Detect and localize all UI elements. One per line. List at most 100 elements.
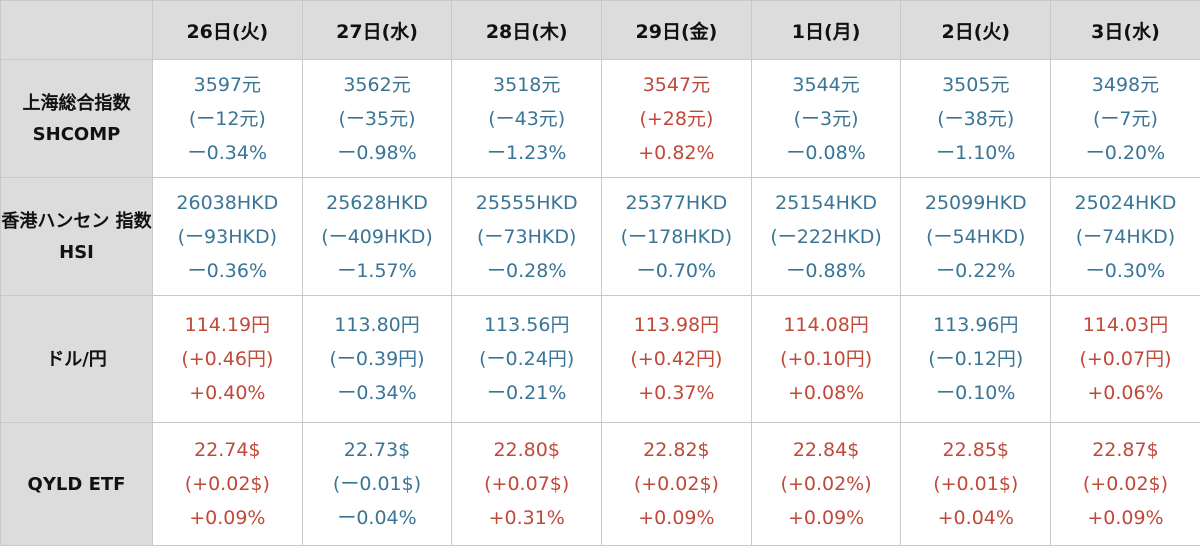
price-value: 22.84$ [752,433,901,467]
change-percent: +0.06% [1051,376,1200,410]
change-percent: ー0.36% [153,254,302,288]
value-cell: 26038HKD(ー93HKD)ー0.36% [153,178,303,296]
price-value: 3518元 [452,68,601,102]
change-percent: ー1.23% [452,136,601,170]
change-percent: +0.40% [153,376,302,410]
value-cell: 114.03円(+0.07円)+0.06% [1051,296,1200,423]
change-amount: (+0.02$) [602,467,751,501]
change-amount: (ー43元) [452,102,601,136]
change-amount: (+0.07円) [1051,342,1200,376]
price-value: 22.74$ [153,433,302,467]
change-amount: (ー38元) [901,102,1050,136]
table-row: QYLD ETF 22.74$(+0.02$)+0.09% 22.73$(ー0.… [1,423,1200,546]
change-amount: (ー93HKD) [153,220,302,254]
change-amount: (ー12元) [153,102,302,136]
price-value: 25555HKD [452,186,601,220]
price-value: 114.19円 [153,308,302,342]
change-percent: ー0.30% [1051,254,1200,288]
change-amount: (+0.02%) [752,467,901,501]
price-value: 3562元 [303,68,452,102]
change-percent: ー0.08% [752,136,901,170]
row-label: 香港ハンセン 指数 HSI [1,178,153,296]
change-percent: ー0.22% [901,254,1050,288]
price-value: 3498元 [1051,68,1200,102]
row-label-line: ETF [89,474,126,495]
value-cell: 22.73$(ー0.01$)ー0.04% [302,423,452,546]
change-amount: (+0.07$) [452,467,601,501]
change-percent: ー0.88% [752,254,901,288]
change-percent: +0.09% [153,501,302,535]
change-percent: ー0.10% [901,376,1050,410]
value-cell: 25154HKD(ー222HKD)ー0.88% [751,178,901,296]
day-header: 2日(火) [901,1,1051,60]
value-cell: 113.96円(ー0.12円)ー0.10% [901,296,1051,423]
value-cell: 25628HKD(ー409HKD)ー1.57% [302,178,452,296]
change-percent: +0.09% [602,501,751,535]
change-percent: +0.09% [752,501,901,535]
value-cell: 3597元(ー12元)ー0.34% [153,60,303,178]
change-amount: (ー73HKD) [452,220,601,254]
row-label-line: SHCOMP [33,124,121,145]
value-cell: 3498元(ー7元)ー0.20% [1051,60,1200,178]
price-value: 113.98円 [602,308,751,342]
value-cell: 113.56円(ー0.24円)ー0.21% [452,296,602,423]
day-header: 26日(火) [153,1,303,60]
value-cell: 25024HKD(ー74HKD)ー0.30% [1051,178,1200,296]
row-label-line: HSI [59,242,94,263]
change-percent: ー1.57% [303,254,452,288]
row-label-line: 香港ハンセン [1,211,109,232]
price-value: 22.80$ [452,433,601,467]
price-value: 22.73$ [303,433,452,467]
row-label-line: 上海総合指数 [23,93,131,114]
value-cell: 22.74$(+0.02$)+0.09% [153,423,303,546]
row-label-line: 指数 [116,211,152,232]
price-value: 25628HKD [303,186,452,220]
day-header: 27日(水) [302,1,452,60]
row-label: ドル/円 [1,296,153,423]
change-amount: (ー409HKD) [303,220,452,254]
table-row: ドル/円 114.19円(+0.46円)+0.40% 113.80円(ー0.39… [1,296,1200,423]
row-label-line: ドル/円 [46,349,107,370]
price-value: 113.80円 [303,308,452,342]
change-amount: (ー0.24円) [452,342,601,376]
row-label-line: QYLD [28,474,83,495]
value-cell: 114.08円(+0.10円)+0.08% [751,296,901,423]
change-amount: (+0.42円) [602,342,751,376]
price-value: 25024HKD [1051,186,1200,220]
value-cell: 3562元(ー35元)ー0.98% [302,60,452,178]
change-percent: ー0.04% [303,501,452,535]
change-amount: (ー54HKD) [901,220,1050,254]
change-amount: (ー222HKD) [752,220,901,254]
change-amount: (+0.10円) [752,342,901,376]
price-value: 3597元 [153,68,302,102]
price-value: 25154HKD [752,186,901,220]
change-amount: (+0.46円) [153,342,302,376]
value-cell: 113.80円(ー0.39円)ー0.34% [302,296,452,423]
change-percent: +0.04% [901,501,1050,535]
day-header: 28日(木) [452,1,602,60]
price-value: 22.87$ [1051,433,1200,467]
change-amount: (ー35元) [303,102,452,136]
change-percent: ー0.70% [602,254,751,288]
table-row: 上海総合指数 SHCOMP 3597元(ー12元)ー0.34% 3562元(ー3… [1,60,1200,178]
price-value: 25099HKD [901,186,1050,220]
value-cell: 3518元(ー43元)ー1.23% [452,60,602,178]
change-percent: ー0.34% [303,376,452,410]
change-amount: (+0.01$) [901,467,1050,501]
change-percent: ー0.28% [452,254,601,288]
value-cell: 22.84$(+0.02%)+0.09% [751,423,901,546]
change-amount: (ー74HKD) [1051,220,1200,254]
change-amount: (ー3元) [752,102,901,136]
change-amount: (ー0.39円) [303,342,452,376]
change-percent: +0.82% [602,136,751,170]
value-cell: 22.85$(+0.01$)+0.04% [901,423,1051,546]
change-amount: (ー0.12円) [901,342,1050,376]
price-value: 22.85$ [901,433,1050,467]
value-cell: 22.87$(+0.02$)+0.09% [1051,423,1200,546]
value-cell: 3544元(ー3元)ー0.08% [751,60,901,178]
table-row: 香港ハンセン 指数 HSI 26038HKD(ー93HKD)ー0.36% 256… [1,178,1200,296]
value-cell: 3547元(+28元)+0.82% [602,60,752,178]
price-value: 114.03円 [1051,308,1200,342]
value-cell: 22.80$(+0.07$)+0.31% [452,423,602,546]
